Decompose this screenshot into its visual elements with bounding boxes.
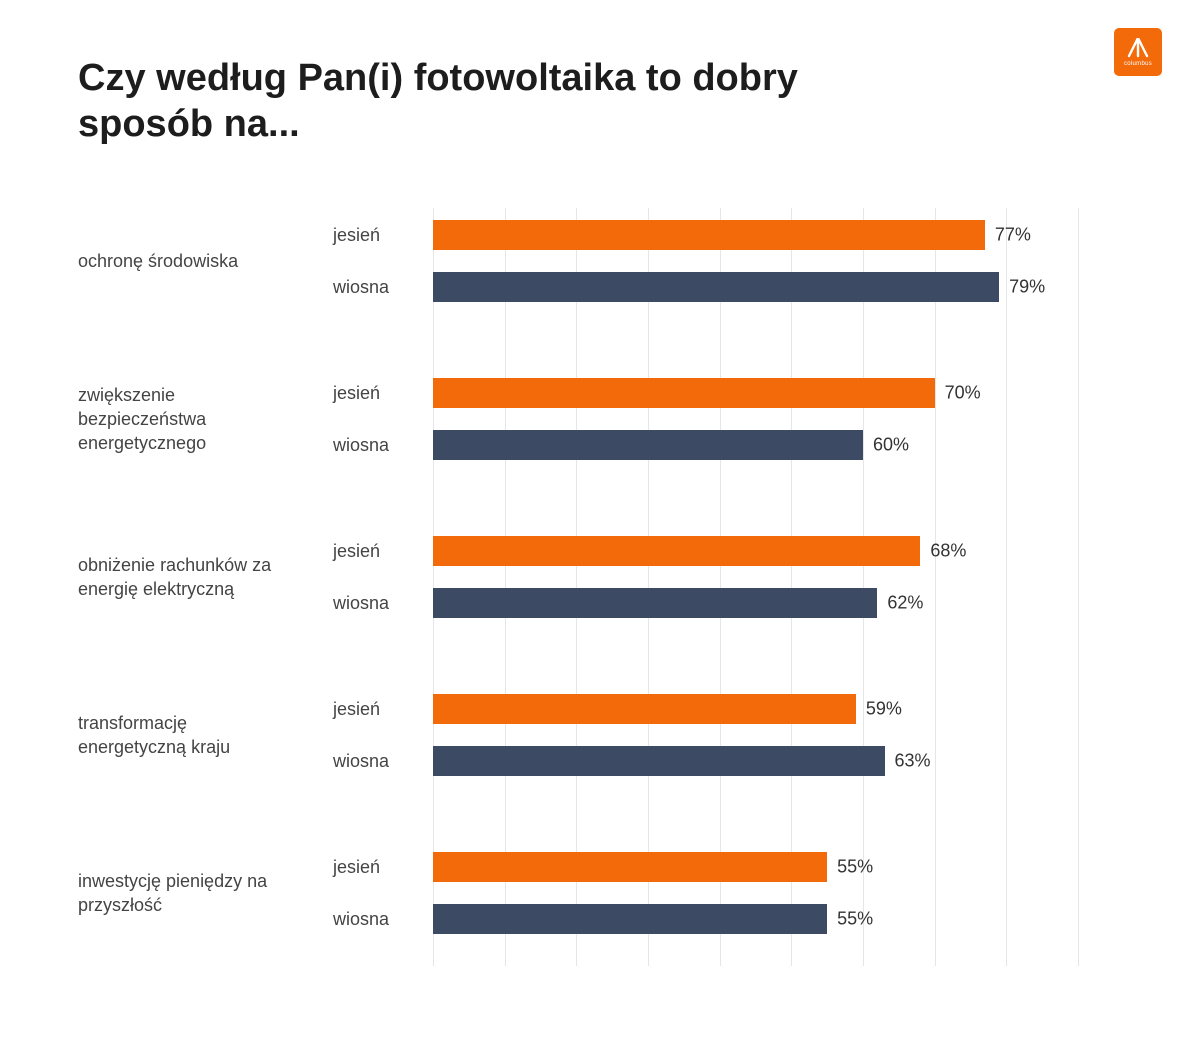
bar-track: 70% <box>433 376 1078 410</box>
bar <box>433 272 999 302</box>
bar-value-label: 55% <box>837 909 873 930</box>
series-label: jesień <box>313 383 433 404</box>
bar-row: wiosna 63% <box>313 744 1078 778</box>
chart-title: Czy według Pan(i) fotowoltaika to dobry … <box>78 55 898 148</box>
series-label: jesień <box>313 225 433 246</box>
bar <box>433 852 827 882</box>
category-label: inwestycję pieniędzy na przyszłość <box>78 869 313 918</box>
bar-row: jesień 77% <box>313 218 1078 252</box>
category-label: zwiększenie bezpieczeństwa energetyczneg… <box>78 383 313 456</box>
bar-row: jesień 68% <box>313 534 1078 568</box>
bar-row: wiosna 60% <box>313 428 1078 462</box>
category-label: obniżenie rachunków za energię elektrycz… <box>78 553 313 602</box>
bars-column: jesień 55% wiosna 55% <box>313 850 1078 936</box>
category-label: transformację energetyczną kraju <box>78 711 313 760</box>
bars-column: jesień 59% wiosna 63% <box>313 692 1078 778</box>
bar-track: 55% <box>433 850 1078 884</box>
chart-group: zwiększenie bezpieczeństwa energetyczneg… <box>78 376 1078 462</box>
bar <box>433 378 935 408</box>
bar-track: 55% <box>433 902 1078 936</box>
series-label: wiosna <box>313 751 433 772</box>
bar-row: wiosna 79% <box>313 270 1078 304</box>
brand-logo: columbus <box>1114 28 1162 76</box>
bar <box>433 536 920 566</box>
series-label: wiosna <box>313 909 433 930</box>
bar-value-label: 63% <box>895 751 931 772</box>
bar-row: jesień 55% <box>313 850 1078 884</box>
bar-value-label: 70% <box>945 383 981 404</box>
bar-value-label: 79% <box>1009 277 1045 298</box>
bar-track: 77% <box>433 218 1078 252</box>
bar-track: 60% <box>433 428 1078 462</box>
category-label: ochronę środowiska <box>78 249 313 273</box>
bar-value-label: 59% <box>866 699 902 720</box>
bar <box>433 220 985 250</box>
bar-value-label: 55% <box>837 857 873 878</box>
bar <box>433 588 877 618</box>
bars-column: jesień 70% wiosna 60% <box>313 376 1078 462</box>
series-label: wiosna <box>313 277 433 298</box>
bar-track: 79% <box>433 270 1078 304</box>
chart-group: ochronę środowiskajesień 77% wiosna 79% <box>78 218 1078 304</box>
bar-value-label: 68% <box>930 541 966 562</box>
bar-value-label: 77% <box>995 225 1031 246</box>
bar-track: 63% <box>433 744 1078 778</box>
bar <box>433 694 856 724</box>
bar-chart: ochronę środowiskajesień77%wiosna79%zwię… <box>78 218 1078 936</box>
bar-row: jesień 70% <box>313 376 1078 410</box>
bar-row: wiosna 62% <box>313 586 1078 620</box>
series-label: jesień <box>313 699 433 720</box>
brand-name: columbus <box>1124 61 1152 67</box>
bar-row: wiosna 55% <box>313 902 1078 936</box>
series-label: jesień <box>313 857 433 878</box>
bar-row: jesień 59% <box>313 692 1078 726</box>
chart-group: transformację energetyczną krajujesień 59… <box>78 692 1078 778</box>
series-label: wiosna <box>313 435 433 456</box>
bar-value-label: 60% <box>873 435 909 456</box>
bars-column: jesień 68% wiosna 62% <box>313 534 1078 620</box>
bar-track: 68% <box>433 534 1078 568</box>
bar <box>433 746 885 776</box>
chart-group: obniżenie rachunków za energię elektrycz… <box>78 534 1078 620</box>
bars-column: jesień 77% wiosna 79% <box>313 218 1078 304</box>
chart-group: inwestycję pieniędzy na przyszłośćjesień… <box>78 850 1078 936</box>
bar-value-label: 62% <box>887 593 923 614</box>
bar <box>433 904 827 934</box>
bar <box>433 430 863 460</box>
bar-track: 62% <box>433 586 1078 620</box>
series-label: jesień <box>313 541 433 562</box>
logo-mark-icon <box>1125 38 1151 60</box>
bar-track: 59% <box>433 692 1078 726</box>
series-label: wiosna <box>313 593 433 614</box>
